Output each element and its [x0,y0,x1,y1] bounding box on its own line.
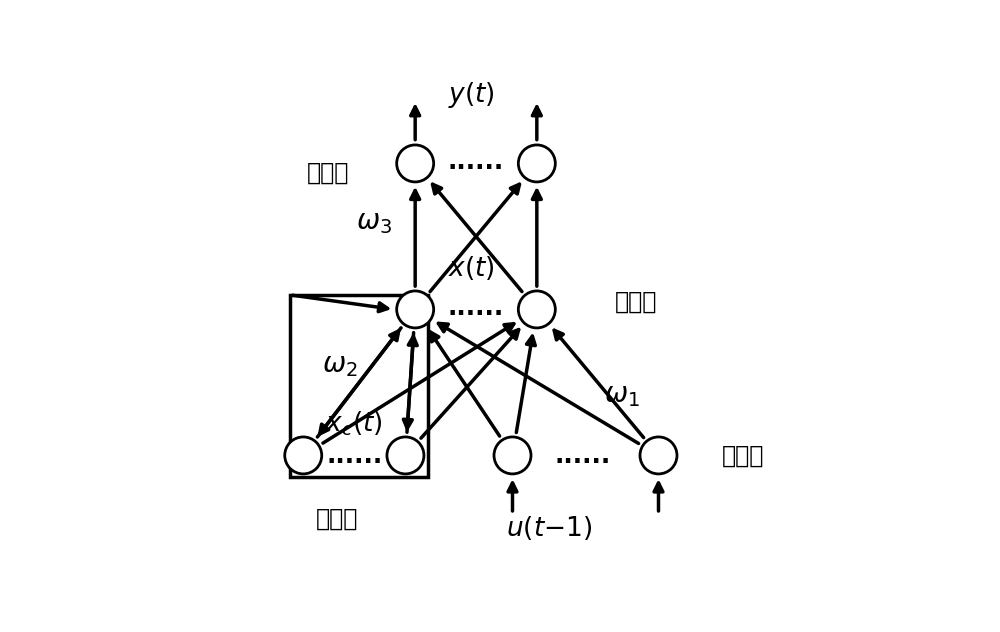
Circle shape [494,437,531,474]
Text: ......: ...... [448,296,504,320]
Text: ......: ...... [555,444,611,468]
Circle shape [518,145,555,182]
Text: ......: ...... [448,150,504,174]
Text: $x(t)$: $x(t)$ [448,254,495,282]
Circle shape [640,437,677,474]
Text: ......: ...... [326,444,382,468]
Circle shape [387,437,424,474]
Text: $x_c(t)$: $x_c(t)$ [325,410,383,438]
Text: 输入层: 输入层 [722,444,764,468]
Text: $u(t{-}1)$: $u(t{-}1)$ [506,514,592,542]
Text: 承接层: 承接层 [316,507,358,531]
Bar [290,295,428,477]
Circle shape [518,291,555,328]
Circle shape [397,145,434,182]
Circle shape [285,437,322,474]
Circle shape [397,291,434,328]
Text: $\omega_1$: $\omega_1$ [604,380,640,409]
Text: 输出层: 输出层 [306,161,349,185]
Text: $\omega_2$: $\omega_2$ [322,351,358,379]
Text: 隐含层: 隐含层 [615,290,657,314]
Text: $y(t)$: $y(t)$ [448,80,495,111]
Text: $\omega_3$: $\omega_3$ [356,208,392,236]
